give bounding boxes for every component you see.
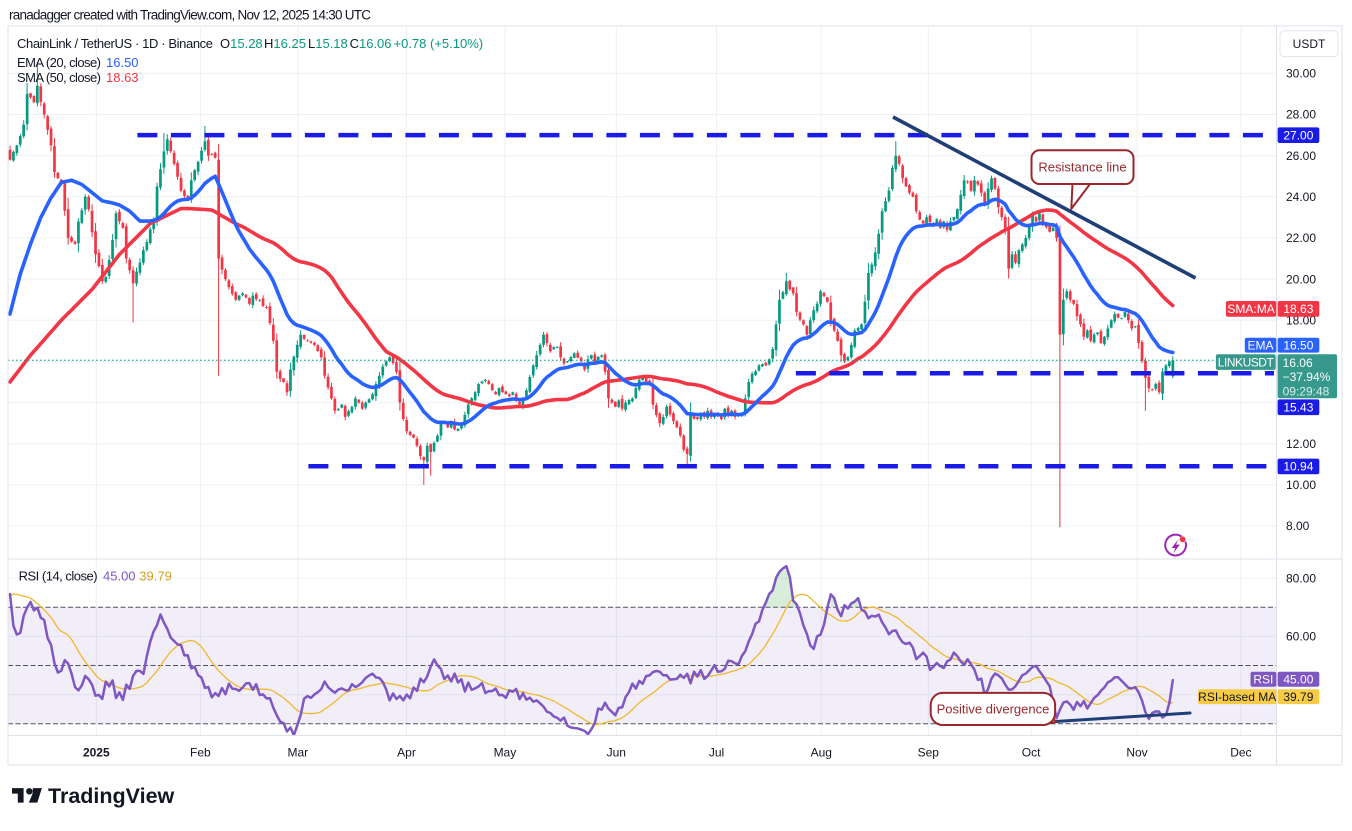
svg-text:RSI-based MA: RSI-based MA <box>1198 690 1276 704</box>
svg-text:Jun: Jun <box>607 746 626 760</box>
svg-text:Feb: Feb <box>190 746 211 760</box>
svg-text:ChainLink / TetherUS · 1D · Bi: ChainLink / TetherUS · 1D · Binance O15.2… <box>17 36 483 51</box>
svg-text:26.00: 26.00 <box>1286 149 1316 163</box>
svg-text:Dec: Dec <box>1230 746 1251 760</box>
svg-text:EMA (20, close)16.50: EMA (20, close) 16.50 <box>17 55 139 70</box>
svg-text:80.00: 80.00 <box>1286 571 1316 585</box>
svg-text:Mar: Mar <box>287 746 308 760</box>
svg-text:24.00: 24.00 <box>1286 190 1316 204</box>
svg-text:12.00: 12.00 <box>1286 437 1316 451</box>
svg-text:8.00: 8.00 <box>1286 519 1310 533</box>
svg-text:Aug: Aug <box>811 746 832 760</box>
svg-text:RSI: RSI <box>1253 673 1273 687</box>
svg-text:60.00: 60.00 <box>1286 630 1316 644</box>
svg-text:16.06: 16.06 <box>1283 356 1313 370</box>
svg-text:10.94: 10.94 <box>1283 460 1313 474</box>
svg-text:30.00: 30.00 <box>1286 67 1316 81</box>
svg-text:28.00: 28.00 <box>1286 108 1316 122</box>
svg-text:10.00: 10.00 <box>1286 478 1316 492</box>
svg-text:22.00: 22.00 <box>1286 231 1316 245</box>
svg-text:Positive divergence: Positive divergence <box>937 702 1050 717</box>
svg-text:LINKUSDT: LINKUSDT <box>1218 355 1275 369</box>
svg-text:18.00: 18.00 <box>1286 314 1316 328</box>
svg-text:16.50: 16.50 <box>1283 338 1313 352</box>
svg-text:45.00: 45.00 <box>1283 673 1313 687</box>
svg-text:SMA:MA: SMA:MA <box>1227 302 1274 316</box>
svg-text:18.63: 18.63 <box>1283 302 1313 316</box>
svg-text:Jul: Jul <box>709 746 724 760</box>
svg-text:27.00: 27.00 <box>1283 128 1313 142</box>
svg-text:ranadagger created with Tradin: ranadagger created with TradingView.com,… <box>9 8 371 23</box>
svg-text:39.79: 39.79 <box>1283 690 1313 704</box>
svg-text:Sep: Sep <box>918 746 940 760</box>
svg-text:TradingView: TradingView <box>48 784 175 808</box>
svg-text:2025: 2025 <box>83 746 110 760</box>
svg-text:SMA (50, close)18.63: SMA (50, close) 18.63 <box>17 70 139 85</box>
svg-text:Nov: Nov <box>1126 746 1147 760</box>
svg-text:09:29:48: 09:29:48 <box>1283 385 1330 399</box>
svg-text:Oct: Oct <box>1022 746 1041 760</box>
svg-text:Apr: Apr <box>397 746 416 760</box>
svg-text:20.00: 20.00 <box>1286 272 1316 286</box>
svg-text:15.43: 15.43 <box>1283 400 1313 414</box>
svg-text:Resistance line: Resistance line <box>1038 160 1126 175</box>
svg-text:USDT: USDT <box>1293 37 1326 51</box>
svg-text:EMA: EMA <box>1247 338 1273 352</box>
svg-text:May: May <box>494 746 517 760</box>
svg-text:−37.94%: −37.94% <box>1283 370 1331 384</box>
